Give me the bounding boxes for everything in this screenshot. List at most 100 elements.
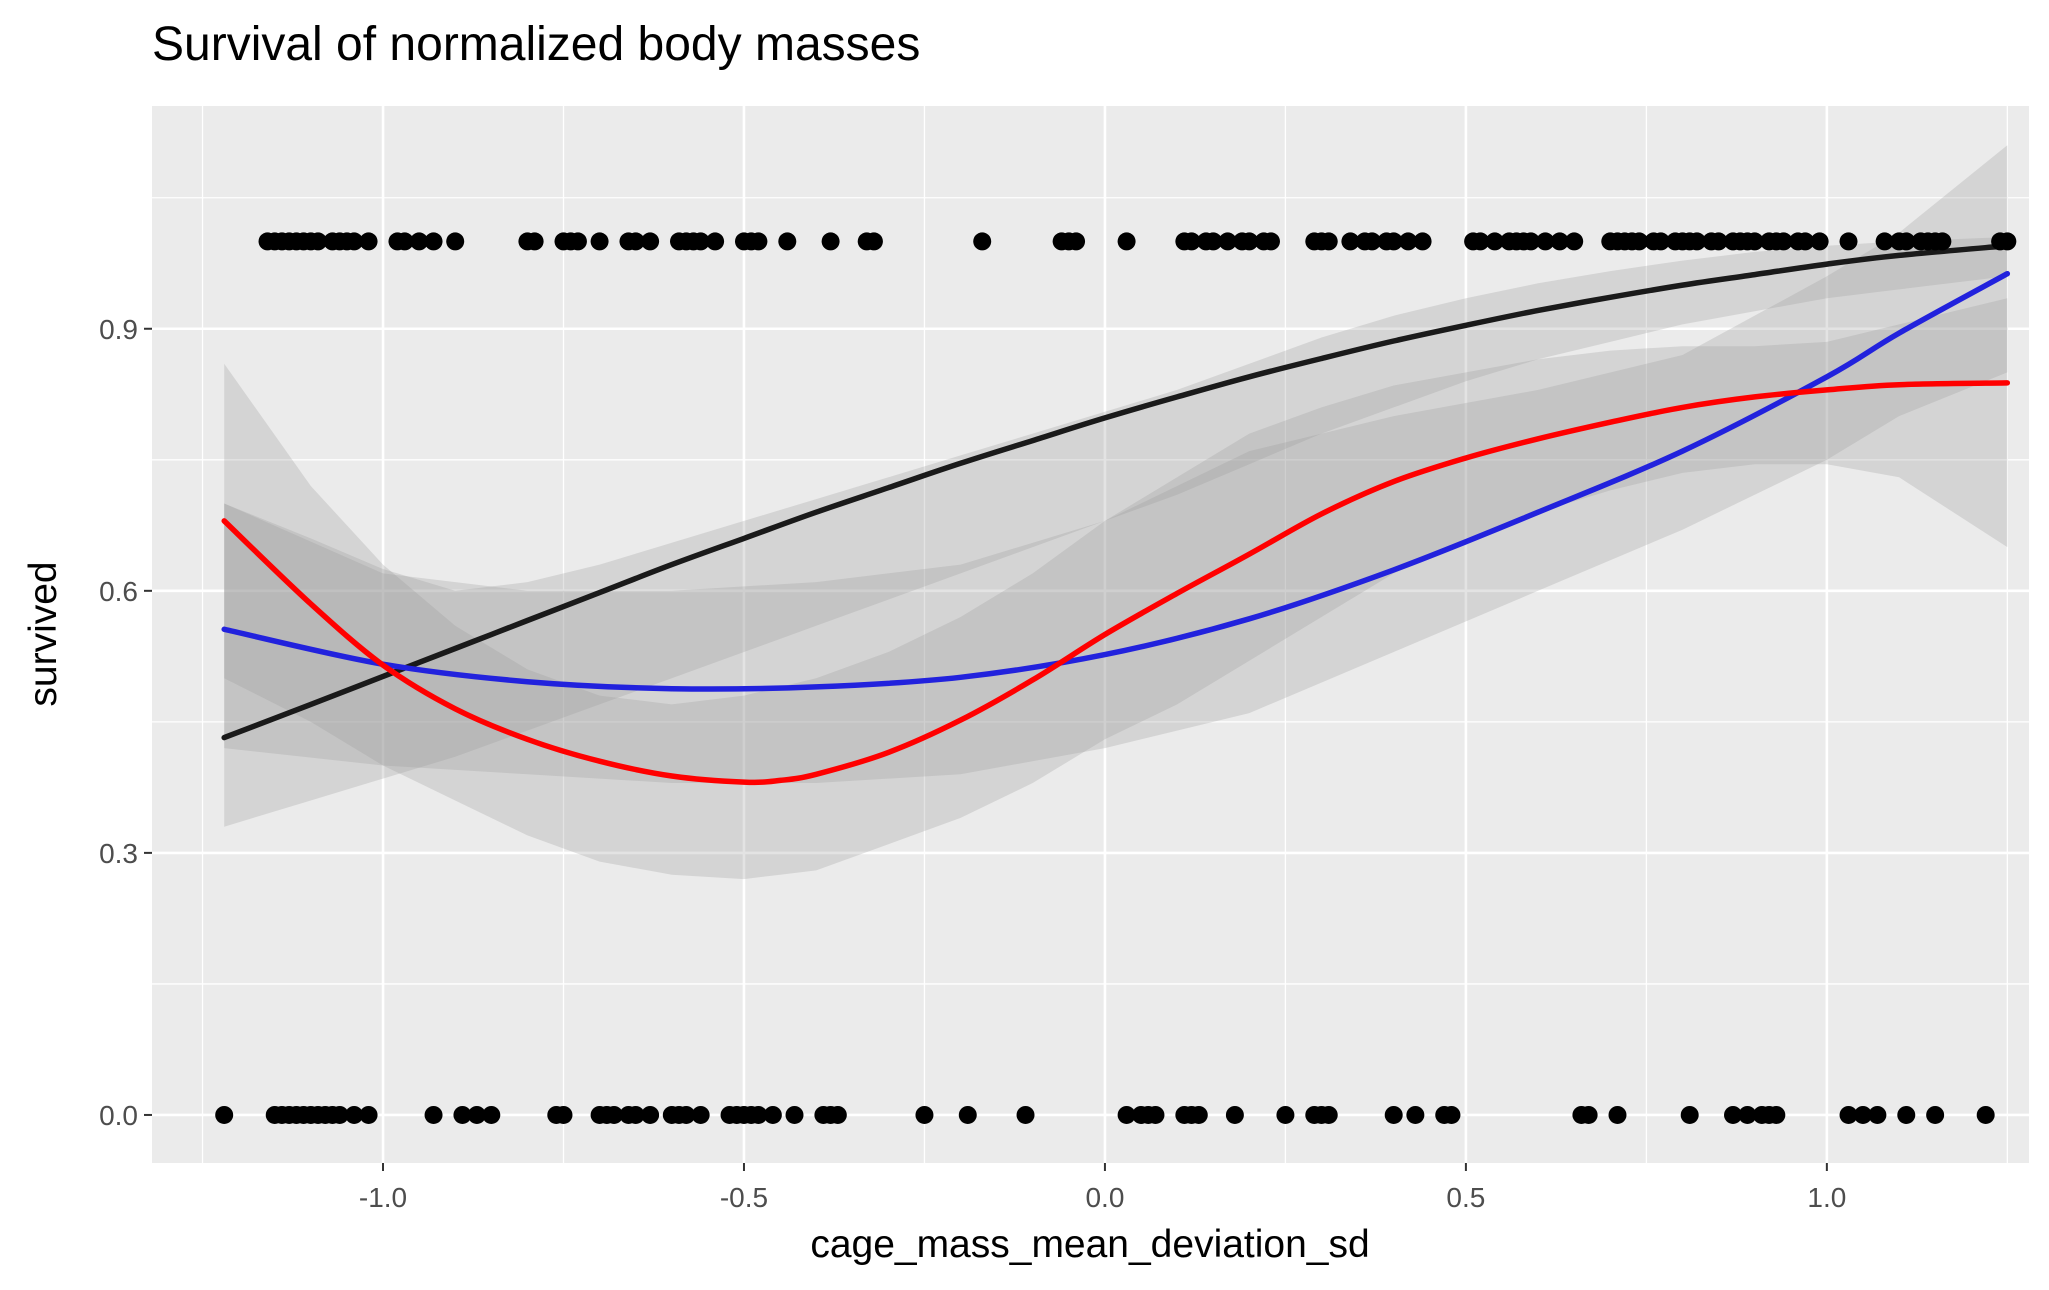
data-point-survived	[1363, 232, 1382, 251]
x-tick-label: 1.0	[1807, 1182, 1846, 1213]
data-point-died	[1146, 1105, 1165, 1124]
data-point-survived	[1341, 232, 1360, 251]
data-point-died	[345, 1105, 364, 1124]
data-points	[215, 232, 2017, 1124]
y-tick-label: 0.0	[99, 1100, 138, 1131]
quadratic-fit-confidence-band	[224, 145, 2008, 784]
data-point-survived	[1485, 232, 1504, 251]
data-point-survived	[1651, 232, 1670, 251]
data-point-died	[1897, 1105, 1916, 1124]
data-point-died	[1608, 1105, 1627, 1124]
data-point-died	[1225, 1105, 1244, 1124]
linear-fit-confidence-band	[224, 237, 2008, 827]
data-point-died	[915, 1105, 934, 1124]
data-point-survived	[1399, 232, 1418, 251]
data-point-survived	[568, 232, 587, 251]
data-point-died	[1117, 1105, 1136, 1124]
data-point-survived	[1933, 232, 1952, 251]
data-point-died	[677, 1105, 696, 1124]
data-point-died	[1319, 1105, 1338, 1124]
data-point-died	[215, 1105, 234, 1124]
data-point-died	[330, 1105, 349, 1124]
x-tick-label: -0.5	[720, 1182, 768, 1213]
data-point-survived	[626, 232, 645, 251]
data-point-died	[958, 1105, 977, 1124]
data-point-died	[467, 1105, 486, 1124]
confidence-bands	[224, 145, 2008, 880]
data-point-died	[626, 1105, 645, 1124]
data-point-survived	[1319, 232, 1338, 251]
data-point-survived	[1182, 232, 1201, 251]
data-point-died	[1016, 1105, 1035, 1124]
data-point-survived	[1471, 232, 1490, 251]
data-point-died	[828, 1105, 847, 1124]
data-point-died	[1276, 1105, 1295, 1124]
data-point-died	[1406, 1105, 1425, 1124]
linear-fit-line	[221, 243, 2011, 741]
data-point-survived	[1117, 232, 1136, 251]
data-point-survived	[706, 232, 725, 251]
data-point-died	[763, 1105, 782, 1124]
data-point-survived	[1709, 232, 1728, 251]
data-point-died	[482, 1105, 501, 1124]
quadratic-fit-line	[221, 270, 2011, 692]
chart-title: Survival of normalized body masses	[152, 18, 920, 71]
data-point-died	[1767, 1105, 1786, 1124]
data-point-survived	[424, 232, 443, 251]
data-point-survived	[1565, 232, 1584, 251]
data-point-survived	[1875, 232, 1894, 251]
x-axis-label: cage_mass_mean_deviation_sd	[810, 1223, 1369, 1266]
data-point-survived	[1067, 232, 1086, 251]
data-point-died	[1868, 1105, 1887, 1124]
y-axis-ticks: 0.0 0.3 0.6 0.9	[99, 314, 152, 1131]
data-point-survived	[1839, 232, 1858, 251]
data-point-survived	[1687, 232, 1706, 251]
data-point-survived	[1521, 232, 1540, 251]
data-point-survived	[359, 232, 378, 251]
data-point-survived	[1384, 232, 1403, 251]
data-point-died	[1579, 1105, 1598, 1124]
data-point-survived	[1897, 232, 1916, 251]
data-point-survived	[1413, 232, 1432, 251]
data-point-survived	[1774, 232, 1793, 251]
data-point-died	[359, 1105, 378, 1124]
data-point-died	[554, 1105, 573, 1124]
data-point-died	[691, 1105, 710, 1124]
data-point-survived	[1796, 232, 1815, 251]
data-point-survived	[1630, 232, 1649, 251]
x-tick-label: 0.0	[1085, 1182, 1124, 1213]
data-point-died	[1839, 1105, 1858, 1124]
data-point-survived	[1745, 232, 1764, 251]
data-point-survived	[309, 232, 328, 251]
data-point-died	[1853, 1105, 1872, 1124]
data-point-survived	[345, 232, 364, 251]
data-point-survived	[691, 232, 710, 251]
grid-minor	[152, 106, 2029, 1163]
data-point-died	[749, 1105, 768, 1124]
data-point-died	[1738, 1105, 1757, 1124]
y-axis-label: survived	[22, 561, 65, 706]
data-point-died	[1189, 1105, 1208, 1124]
data-point-survived	[1261, 232, 1280, 251]
data-point-died	[785, 1105, 804, 1124]
data-point-survived	[749, 232, 768, 251]
data-point-died	[1442, 1105, 1461, 1124]
smooth-fit-line	[221, 380, 2011, 786]
data-point-died	[1680, 1105, 1699, 1124]
data-point-survived	[778, 232, 797, 251]
data-point-survived	[410, 232, 429, 251]
data-point-died	[1384, 1105, 1403, 1124]
data-point-died	[453, 1105, 472, 1124]
data-point-survived	[641, 232, 660, 251]
x-tick-label: 0.5	[1446, 1182, 1485, 1213]
data-point-survived	[1810, 232, 1829, 251]
data-point-died	[1976, 1105, 1995, 1124]
fit-lines	[221, 243, 2011, 786]
data-point-survived	[1550, 232, 1569, 251]
x-tick-label: -1.0	[359, 1182, 407, 1213]
data-point-survived	[446, 232, 465, 251]
data-point-died	[1926, 1105, 1945, 1124]
x-axis-ticks: -1.0 -0.5 0.0 0.5 1.0	[359, 1163, 1846, 1213]
data-point-survived	[864, 232, 883, 251]
